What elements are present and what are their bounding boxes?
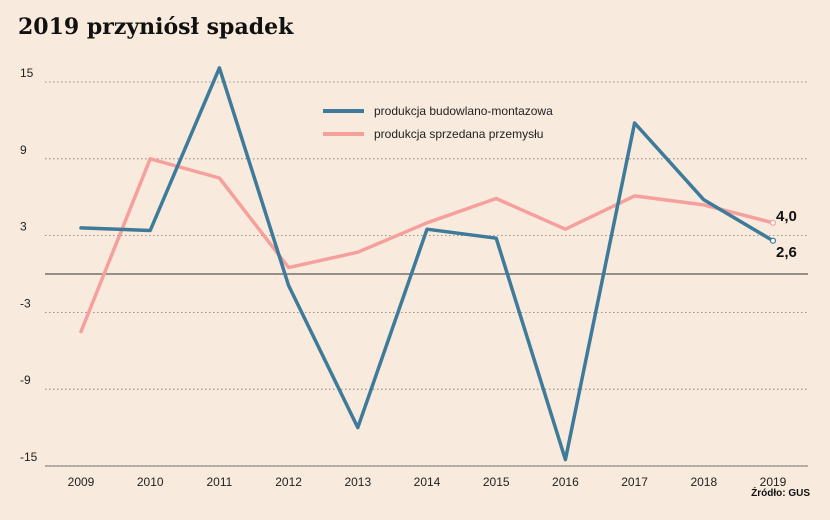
series-end-point xyxy=(769,237,777,244)
end-label-industry: 4,0 xyxy=(776,208,797,225)
x-tick-label: 2018 xyxy=(690,475,717,489)
y-tick-label: -15 xyxy=(20,450,38,464)
x-tick-label: 2009 xyxy=(68,475,95,489)
legend-label: produkcja sprzedana przemysłu xyxy=(374,127,543,141)
chart-title: 2019 przyniósł spadek xyxy=(18,14,294,40)
series-line xyxy=(79,157,775,334)
x-tick-label: 2016 xyxy=(552,475,579,489)
x-tick-label: 2010 xyxy=(137,475,164,489)
source-note: Źródło: GUS xyxy=(751,488,810,499)
x-tick-label: 2013 xyxy=(344,475,371,489)
x-tick-label: 2014 xyxy=(414,475,441,489)
x-tick-label: 2019 xyxy=(760,475,787,489)
axes: 15 9 3 -3 -9 -15 2009 2010 2011 2012 2013 2014 2015 2… xyxy=(20,66,808,489)
series-line xyxy=(79,66,775,462)
series-lines xyxy=(79,66,777,462)
y-tick-label: -9 xyxy=(20,373,31,387)
x-tick-label: 2015 xyxy=(483,475,510,489)
y-tick-label: -3 xyxy=(20,296,31,310)
y-tick-label: 9 xyxy=(20,143,27,157)
x-tick-label: 2017 xyxy=(621,475,648,489)
y-tick-label: 15 xyxy=(20,66,34,80)
legend-label: produkcja budowlano-montazowa xyxy=(374,104,553,118)
y-tick-label: 3 xyxy=(20,220,27,234)
end-labels: 4,0 2,6 xyxy=(776,208,797,261)
x-tick-label: 2012 xyxy=(275,475,302,489)
series-end-point xyxy=(769,219,777,226)
end-label-construction: 2,6 xyxy=(776,244,797,261)
x-tick-label: 2011 xyxy=(206,475,232,489)
legend: produkcja budowlano-montazowa produkcja s… xyxy=(323,104,553,141)
